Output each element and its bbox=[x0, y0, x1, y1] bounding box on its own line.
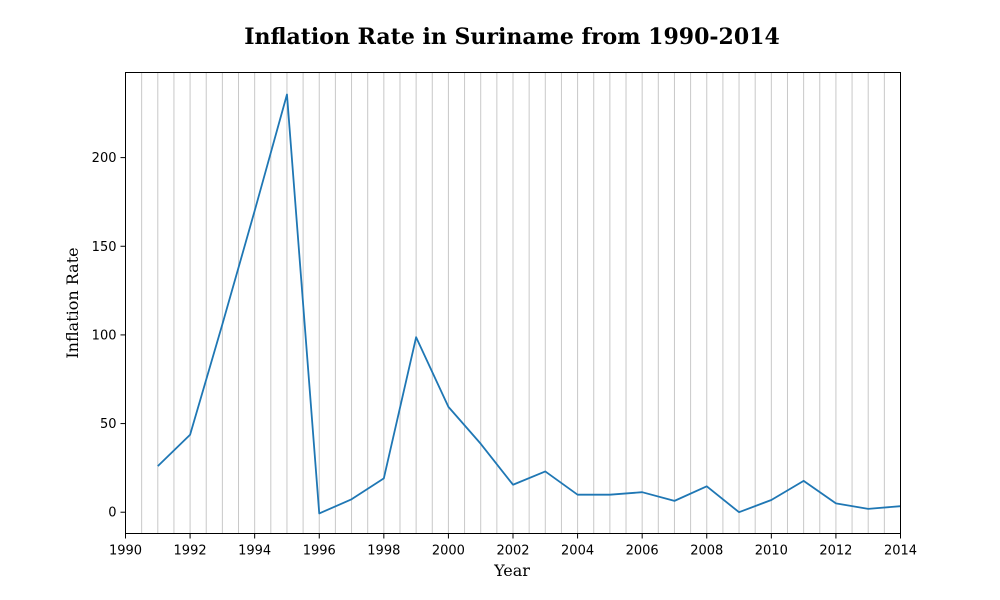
y-tick-label: 200 bbox=[92, 151, 117, 166]
y-tick-label: 150 bbox=[92, 240, 117, 255]
x-tick-label: 1990 bbox=[109, 544, 142, 559]
x-tick-label: 2006 bbox=[626, 544, 659, 559]
x-tick-label: 2014 bbox=[884, 544, 917, 559]
x-tick-label: 1998 bbox=[367, 544, 400, 559]
x-tick-label: 2004 bbox=[561, 544, 594, 559]
x-tick-label: 2000 bbox=[432, 544, 465, 559]
vertical-grid bbox=[141, 72, 885, 534]
x-tick-label: 1992 bbox=[174, 544, 207, 559]
x-tick-label: 2012 bbox=[819, 544, 852, 559]
x-tick-label: 1994 bbox=[238, 544, 271, 559]
series-layer bbox=[157, 93, 901, 515]
y-tick-label: 50 bbox=[100, 417, 117, 432]
chart-title: Inflation Rate in Suriname from 1990-201… bbox=[244, 24, 780, 50]
y-tick-label: 0 bbox=[108, 506, 116, 521]
x-tick-label: 2002 bbox=[496, 544, 529, 559]
x-axis-label: Year bbox=[493, 561, 530, 580]
inflation-series-line bbox=[157, 93, 901, 515]
x-tick-label: 2008 bbox=[690, 544, 723, 559]
y-axis-ticks: 0 50 100 150 200 bbox=[92, 151, 126, 521]
y-axis-label: Inflation Rate bbox=[63, 247, 82, 358]
x-tick-label: 1996 bbox=[303, 544, 336, 559]
y-tick-label: 100 bbox=[92, 328, 117, 343]
x-axis-ticks: 1990 1992 1994 1996 1998 2000 2002 2004 2006 2008… bbox=[109, 533, 917, 559]
x-tick-label: 2010 bbox=[755, 544, 788, 559]
